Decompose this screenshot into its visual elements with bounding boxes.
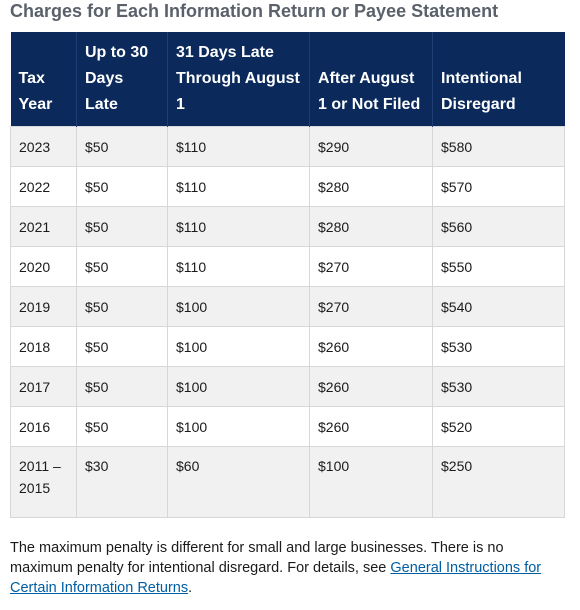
cell-up-to-30: $50 (76, 326, 168, 367)
cell-31-to-aug1: $100 (167, 326, 310, 367)
penalty-table: Tax Year Up to 30 Days Late 31 Days Late… (10, 32, 565, 518)
cell-tax-year: 2021 (10, 206, 77, 247)
cell-up-to-30: $50 (76, 166, 168, 207)
cell-31-to-aug1: $100 (167, 286, 310, 327)
general-instructions-link[interactable]: General Instructions for Certain Informa… (10, 560, 542, 596)
header-up-to-30-days: Up to 30 Days Late (76, 32, 168, 127)
cell-tax-year: 2023 (10, 126, 77, 167)
footnote: The maximum penalty is different for sma… (10, 538, 570, 598)
cell-31-to-aug1: $110 (167, 126, 310, 167)
cell-31-to-aug1: $100 (167, 406, 310, 447)
table-row: 2022 $50 $110 $280 $570 (10, 166, 565, 207)
header-tax-year: Tax Year (10, 32, 77, 127)
cell-tax-year: 2019 (10, 286, 77, 327)
cell-intentional: $550 (432, 246, 565, 287)
cell-intentional: $560 (432, 206, 565, 247)
cell-up-to-30: $50 (76, 206, 168, 247)
cell-intentional: $570 (432, 166, 565, 207)
cell-up-to-30: $50 (76, 286, 168, 327)
cell-up-to-30: $50 (76, 246, 168, 287)
cell-after-aug1: $280 (309, 206, 433, 247)
cell-tax-year: 2020 (10, 246, 77, 287)
table-row: 2021 $50 $110 $280 $560 (10, 206, 565, 247)
cell-31-to-aug1: $110 (167, 246, 310, 287)
cell-after-aug1: $280 (309, 166, 433, 207)
cell-up-to-30: $50 (76, 126, 168, 167)
cell-tax-year: 2022 (10, 166, 77, 207)
cell-31-to-aug1: $110 (167, 166, 310, 207)
cell-intentional: $250 (432, 446, 565, 518)
cell-intentional: $530 (432, 366, 565, 407)
cell-31-to-aug1: $100 (167, 366, 310, 407)
cell-after-aug1: $260 (309, 366, 433, 407)
cell-up-to-30: $50 (76, 366, 168, 407)
table-row: 2017 $50 $100 $260 $530 (10, 366, 565, 407)
table-row: 2020 $50 $110 $270 $550 (10, 246, 565, 287)
cell-31-to-aug1: $60 (167, 446, 310, 518)
cell-up-to-30: $50 (76, 406, 168, 447)
cell-intentional: $520 (432, 406, 565, 447)
cell-after-aug1: $260 (309, 406, 433, 447)
cell-after-aug1: $270 (309, 246, 433, 287)
cell-intentional: $530 (432, 326, 565, 367)
cell-after-aug1: $260 (309, 326, 433, 367)
cell-after-aug1: $290 (309, 126, 433, 167)
page-title: Charges for Each Information Return or P… (10, 1, 499, 21)
table-row: 2018 $50 $100 $260 $530 (10, 326, 565, 367)
footnote-end: . (188, 580, 193, 596)
cell-intentional: $540 (432, 286, 565, 327)
cell-after-aug1: $270 (309, 286, 433, 327)
cell-31-to-aug1: $110 (167, 206, 310, 247)
table-row: 2019 $50 $100 $270 $540 (10, 286, 565, 327)
cell-tax-year: 2018 (10, 326, 77, 367)
header-after-aug-1: After August 1 or Not Filed (309, 32, 433, 127)
header-31-days-through-aug-1: 31 Days Late Through August 1 (167, 32, 310, 127)
footnote-text: The maximum penalty is different for sma… (10, 540, 504, 576)
cell-up-to-30: $30 (76, 446, 168, 518)
cell-tax-year: 2017 (10, 366, 77, 407)
table-row: 2016 $50 $100 $260 $520 (10, 406, 565, 447)
cell-intentional: $580 (432, 126, 565, 167)
table-header-row: Tax Year Up to 30 Days Late 31 Days Late… (10, 32, 565, 127)
cell-after-aug1: $100 (309, 446, 433, 518)
table-row: 2023 $50 $110 $290 $580 (10, 126, 565, 167)
header-intentional-disregard: Intentional Disregard (432, 32, 565, 127)
cell-tax-year: 2011 – 2015 (10, 446, 77, 518)
cell-tax-year: 2016 (10, 406, 77, 447)
table-row: 2011 – 2015 $30 $60 $100 $250 (10, 446, 565, 518)
